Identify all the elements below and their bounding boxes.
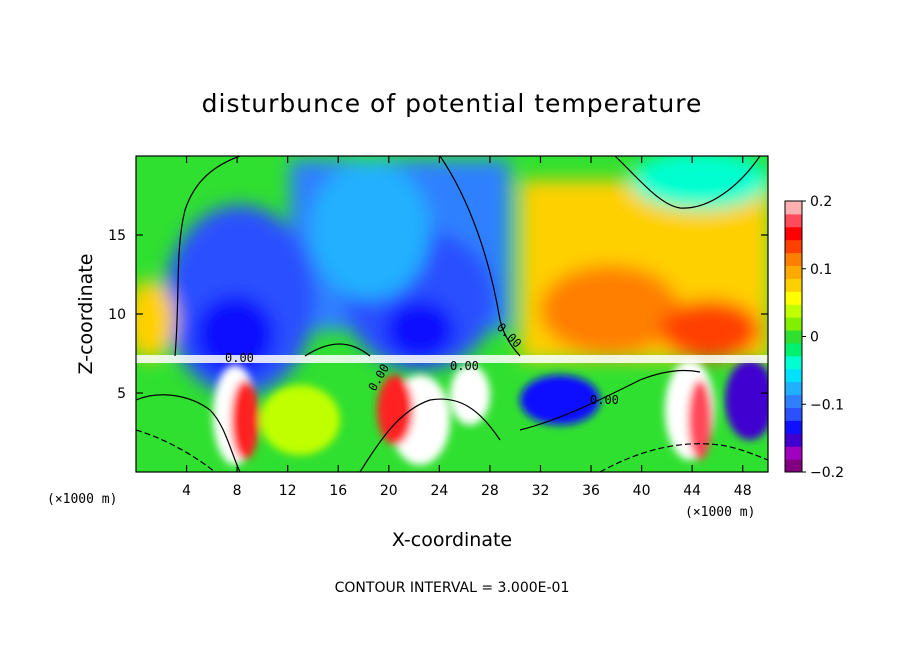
colorbar-tick-label: 0.2 (810, 194, 832, 210)
colorbar-swatch (785, 381, 802, 396)
colorbar-swatch (785, 201, 802, 215)
colorbar: 0.2 0.1 0 −0.1 −0.2 (784, 194, 844, 481)
contour-zero-left (174, 156, 241, 357)
colorbar-swatch (785, 368, 802, 383)
x-tick-label: 8 (233, 483, 242, 499)
x-tick-label: 20 (380, 483, 398, 499)
field-right-warm-core (540, 265, 680, 355)
x-tick-label: 32 (532, 483, 550, 499)
x-tick-label: 24 (430, 483, 448, 499)
field-lower-blue-1 (520, 375, 600, 425)
x-axis: 4 8 12 16 20 24 28 32 36 40 44 48 (182, 156, 752, 499)
contour-zero-top-right (614, 156, 761, 209)
x-unit-right-label: (×1000 m) (685, 505, 755, 520)
colorbar-swatch (785, 304, 802, 318)
field-lower-white-4 (450, 365, 490, 425)
field-top-cyan (310, 160, 430, 300)
contour-lower-4 (599, 443, 768, 472)
colorbar-tick-label: 0.1 (810, 262, 832, 278)
contour-label: 0.00 (450, 359, 479, 373)
x-tick-label: 12 (279, 483, 297, 499)
contour-lower-1 (136, 394, 241, 472)
x-tick-label: 28 (481, 483, 499, 499)
x-tick-label: 16 (329, 483, 347, 499)
x-tick-label: 44 (683, 483, 701, 499)
field-lower-red-1 (231, 380, 259, 460)
contour-interval-note: CONTOUR INTERVAL = 3.000E-01 (335, 580, 570, 596)
field-lower-yellow-1 (260, 385, 340, 455)
colorbar-swatch (785, 420, 802, 434)
contour-lower-2 (359, 398, 501, 472)
field-top-right-cyan (630, 156, 768, 210)
colorbar-swatch (785, 252, 802, 267)
colorbar-swatch (785, 446, 802, 460)
contour-zero-right (439, 156, 521, 357)
colorbar-tick-label: 0 (810, 330, 819, 346)
field-lower-red-2 (377, 375, 413, 445)
contour-label: 0.00 (225, 351, 254, 365)
x-tick-label: 4 (182, 483, 191, 499)
colorbar-swatch (785, 226, 802, 241)
x-tick-label: 40 (633, 483, 651, 499)
y-axis: 5 10 15 (108, 228, 768, 402)
colorbar-swatch (785, 291, 802, 305)
colorbar-swatch (785, 342, 802, 357)
field-left-warm-edge (136, 280, 175, 360)
contour-lower-3 (519, 369, 701, 431)
contour-label: 0.00 (590, 393, 619, 407)
field-lower-red-3 (688, 380, 712, 460)
colorbar-swatch (785, 239, 802, 254)
y-tick-label: 15 (108, 228, 126, 244)
colorbar-swatch (785, 394, 802, 408)
x-axis-label: X-coordinate (392, 529, 512, 551)
colorbar-swatch (785, 317, 802, 331)
colorbar-tick-label: −0.1 (810, 397, 844, 413)
colorbar-swatch (785, 265, 802, 279)
plot-area: 0.00 0.00 0.00 0.00 0.00 (136, 156, 768, 472)
field-right-warm-core-2 (660, 300, 760, 360)
field-lower-purple-1 (725, 360, 768, 440)
field-mid-cool-core (385, 300, 455, 360)
x-unit-left-label: (×1000 m) (47, 492, 117, 507)
chart-title: disturbunce of potential temperature (202, 89, 703, 118)
colorbar-swatch (785, 278, 802, 292)
colorbar-swatch (785, 433, 802, 447)
colorbar-tick-label: −0.2 (810, 465, 844, 481)
x-tick-label: 48 (734, 483, 752, 499)
heatmap-field (136, 156, 768, 472)
colorbar-swatch (785, 459, 802, 473)
field-boundary-band (136, 355, 768, 363)
contour-lines (136, 156, 768, 472)
colorbar-swatch (785, 213, 802, 228)
colorbar-swatch (785, 355, 802, 370)
y-tick-label: 5 (117, 386, 126, 402)
y-tick-label: 10 (108, 307, 126, 323)
colorbar-swatch (785, 407, 802, 421)
contour-zero-mid (304, 343, 371, 357)
x-tick-label: 36 (582, 483, 600, 499)
y-axis-label: Z-coordinate (75, 254, 97, 375)
contour-lower-5 (136, 429, 216, 472)
colorbar-swatch (785, 330, 802, 344)
